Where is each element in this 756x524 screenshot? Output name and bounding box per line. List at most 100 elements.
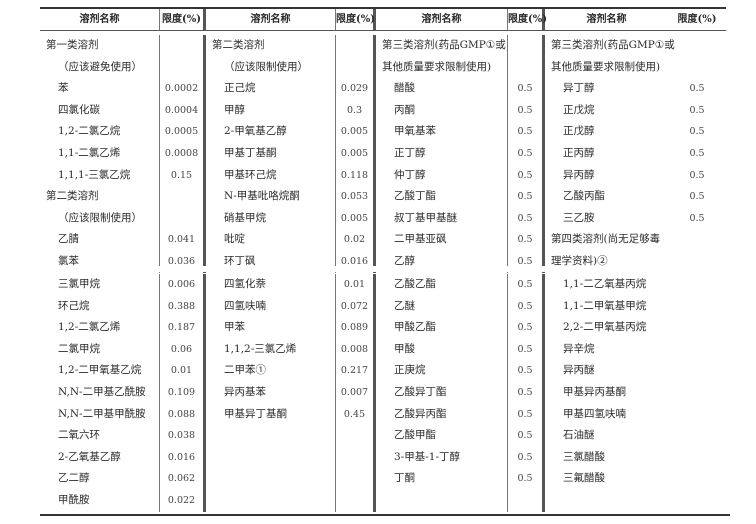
solvent-name-cell: 丁酮 bbox=[376, 468, 508, 490]
solvent-name-cell: 异丙醇 bbox=[563, 168, 595, 181]
limit-cell bbox=[668, 274, 726, 296]
table-section-upper: 第一类溶剂 第二类溶剂 第三类溶剂(药品GMP①或 第三类溶剂(药品GMP①或 （应该避… bbox=[40, 35, 726, 273]
limit-cell: 0.187 bbox=[160, 317, 206, 339]
solvent-name-cell: 第三类溶剂(药品GMP①或 bbox=[551, 39, 675, 51]
solvent-name-cell: 正戊烷 bbox=[563, 103, 595, 116]
solvent-name-cell: 环己烷 bbox=[40, 295, 160, 318]
limit-cell: 0.041 bbox=[160, 229, 206, 251]
solvent-name-cell: 正庚烷 bbox=[376, 360, 508, 382]
header-limit: 限度(%) bbox=[336, 9, 376, 31]
limit-cell: 0.5 bbox=[508, 403, 545, 426]
solvent-name-cell: 异丁醇 bbox=[563, 82, 595, 95]
limit-cell: 0.01 bbox=[336, 274, 376, 296]
limit-cell bbox=[668, 296, 726, 318]
solvent-name-cell: 甲酸乙酯 bbox=[376, 317, 508, 339]
solvent-name-cell: 甲基环己烷 bbox=[206, 164, 336, 187]
solvent-name-cell: 叔丁基甲基醚 bbox=[376, 207, 508, 230]
solvent-name-cell: 乙醇 bbox=[376, 250, 508, 273]
limit-cell bbox=[160, 56, 206, 79]
limit-cell: 0.088 bbox=[160, 403, 206, 426]
solvent-name-cell: 第四类溶剂(尚无足够毒 bbox=[551, 233, 661, 246]
solvent-name-cell bbox=[206, 446, 336, 469]
limit-cell bbox=[668, 35, 726, 57]
header-limit: 限度(%) bbox=[677, 14, 717, 25]
limit-cell: 0.062 bbox=[160, 468, 206, 490]
solvent-name-cell: 二氯甲烷 bbox=[40, 338, 160, 361]
limit-cell: 0.45 bbox=[336, 403, 376, 426]
limit-cell: 0.217 bbox=[336, 360, 376, 382]
limit-cell: 0.5 bbox=[689, 104, 705, 116]
solvent-name-cell bbox=[376, 489, 508, 512]
solvent-name-cell: 第二类溶剂 bbox=[40, 186, 160, 208]
solvent-name-cell: 乙酸乙酯 bbox=[376, 274, 508, 296]
limit-cell bbox=[336, 489, 376, 512]
limit-cell: 0.005 bbox=[336, 207, 376, 230]
solvent-name-cell: 丙酮 bbox=[376, 99, 508, 122]
solvent-name-cell: 异丙基苯 bbox=[206, 381, 336, 404]
solvent-name-cell: 正戊醇 bbox=[563, 125, 595, 138]
solvent-name-cell: 甲醇 bbox=[206, 99, 336, 122]
solvent-name-cell: 2,2-二甲氧基丙烷 bbox=[563, 321, 647, 334]
section-divider bbox=[40, 266, 726, 272]
limit-cell bbox=[668, 339, 726, 361]
limit-cell: 0.118 bbox=[336, 164, 376, 187]
header-solvent-name: 溶剂名称 bbox=[376, 9, 508, 31]
solvent-name-cell: 醋酸 bbox=[376, 78, 508, 100]
solvent-name-cell: 乙酸异丙酯 bbox=[376, 403, 508, 426]
top-rule bbox=[40, 7, 726, 9]
limit-cell: 0.5 bbox=[508, 360, 545, 382]
solvent-name-cell: 仲丁醇 bbox=[376, 164, 508, 187]
solvent-name-cell: 1,2-二甲氧基乙烷 bbox=[40, 360, 160, 382]
limit-cell: 0.053 bbox=[336, 186, 376, 208]
limit-cell: 0.5 bbox=[689, 191, 705, 203]
solvent-name-cell: 四氢化萘 bbox=[206, 274, 336, 296]
limit-cell: 0.388 bbox=[160, 295, 206, 318]
limit-cell: 0.15 bbox=[160, 164, 206, 187]
solvent-name-cell: 1,2-二氯乙烯 bbox=[40, 317, 160, 339]
limit-cell bbox=[668, 382, 726, 404]
solvent-name-cell: 甲酰胺 bbox=[40, 489, 160, 512]
solvent-name-cell: 3-甲基-1-丁醇 bbox=[376, 446, 508, 469]
limit-cell: 0.072 bbox=[336, 295, 376, 318]
solvent-name-cell: 乙酸异丁酯 bbox=[376, 381, 508, 404]
solvent-name-cell: 1,1,2-三氯乙烯 bbox=[206, 338, 336, 361]
limit-cell bbox=[668, 404, 726, 426]
solvent-name-cell: 甲酸 bbox=[376, 338, 508, 361]
solvent-name-cell: 甲苯 bbox=[206, 317, 336, 339]
solvent-name-cell: 乙酸丁酯 bbox=[376, 186, 508, 208]
header-solvent-name: 溶剂名称 bbox=[40, 9, 160, 31]
solvent-name-cell: N,N-二甲基甲酰胺 bbox=[40, 403, 160, 426]
limit-cell: 0.5 bbox=[508, 425, 545, 447]
solvent-name-cell: （应该限制使用） bbox=[206, 56, 336, 79]
limit-cell bbox=[336, 468, 376, 490]
limit-cell: 0.006 bbox=[160, 274, 206, 296]
solvent-name-cell: 1,1-二乙氧基丙烷 bbox=[563, 278, 647, 290]
solvent-name-cell: 三氯醋酸 bbox=[563, 450, 605, 463]
solvent-name-cell: 第一类溶剂 bbox=[40, 35, 160, 57]
solvent-name-cell: 异丙醚 bbox=[563, 364, 595, 377]
solvent-name-cell bbox=[206, 468, 336, 490]
solvent-name-cell: 二甲基亚砜 bbox=[376, 229, 508, 251]
solvent-name-cell: 2-甲氧基乙醇 bbox=[206, 121, 336, 143]
solvent-name-cell: 异辛烷 bbox=[563, 342, 595, 355]
header-limit: 限度(%) bbox=[160, 9, 206, 31]
limit-cell: 0.007 bbox=[336, 381, 376, 404]
limit-cell: 0.3 bbox=[336, 99, 376, 122]
solvent-name-cell: N-甲基吡咯烷酮 bbox=[206, 186, 336, 208]
solvent-name-cell: 其他质量要求限制使用) bbox=[376, 56, 508, 79]
solvent-name-cell: 石油醚 bbox=[563, 429, 595, 442]
limit-cell: 0.5 bbox=[508, 99, 545, 122]
limit-cell: 0.5 bbox=[508, 446, 545, 469]
solvent-name-cell: 2-乙氧基乙醇 bbox=[40, 446, 160, 469]
header-solvent-name: 溶剂名称 bbox=[206, 9, 336, 31]
solvent-name-cell: 氯苯 bbox=[40, 250, 160, 273]
limit-cell bbox=[336, 56, 376, 79]
limit-cell: 0.5 bbox=[689, 126, 705, 138]
solvent-name-cell: 甲基异丙基酮 bbox=[563, 385, 626, 398]
header-limit: 限度(%) bbox=[508, 9, 547, 31]
solvent-name-cell: 四氯化碳 bbox=[40, 99, 160, 122]
solvent-name-cell: 二甲苯① bbox=[206, 360, 336, 382]
limit-cell bbox=[668, 490, 726, 512]
limit-cell bbox=[336, 425, 376, 447]
limit-cell: 0.5 bbox=[508, 295, 545, 318]
